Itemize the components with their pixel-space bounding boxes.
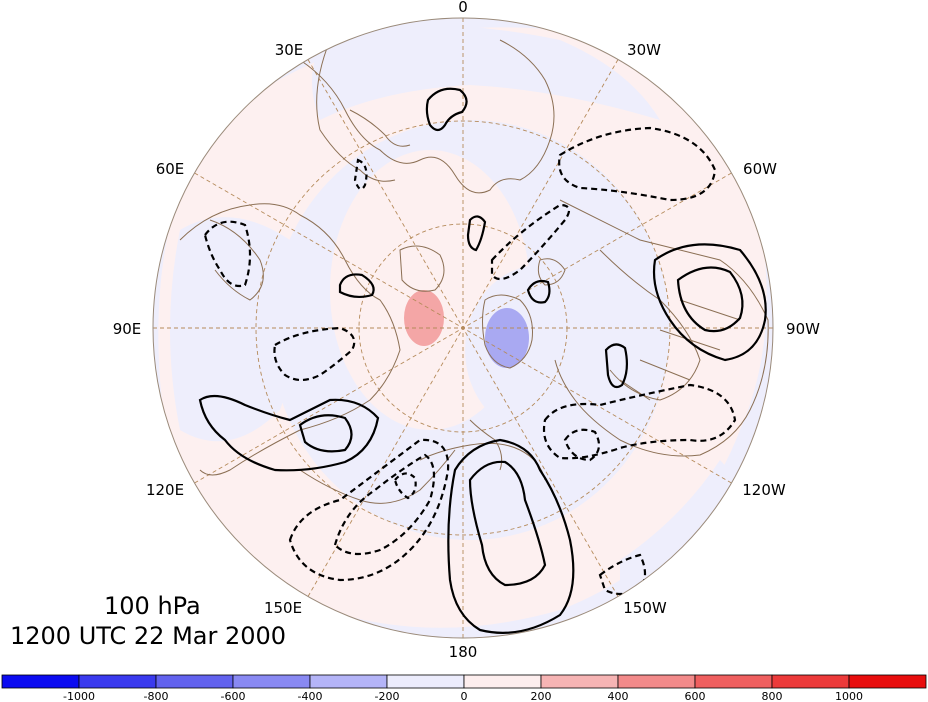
longitude-labels: 0 30W 60W 90W 120W 150W 180 150E 120E 90… <box>113 0 820 661</box>
contour-positive <box>468 460 547 587</box>
colorbar-tick-label: 1000 <box>835 690 863 702</box>
valid-time-label: 1200 UTC 22 Mar 2000 <box>10 622 287 650</box>
colorbar-swatch <box>309 674 388 689</box>
contour-negative <box>558 126 717 202</box>
colorbar-swatch <box>1 674 80 689</box>
colorbar-tick-label: -200 <box>375 690 400 702</box>
colorbar-swatch <box>386 674 465 689</box>
contour-positive <box>425 87 468 132</box>
lon-label-180: 180 <box>449 643 478 661</box>
colorbar: -1000 -800 -600 -400 -200 0 200 400 600 800 1000 <box>1 674 927 702</box>
lon-label-30w: 30W <box>627 41 661 59</box>
lon-label-30e: 30E <box>275 41 304 59</box>
colorbar-swatch <box>463 674 542 689</box>
colorbar-tick-label: 0 <box>461 690 468 702</box>
contour-positive <box>198 394 380 472</box>
map-boundary <box>152 17 774 639</box>
contour-negative <box>288 438 450 582</box>
contour-positive <box>604 343 629 389</box>
contour-positive <box>338 273 375 299</box>
graticule <box>153 18 773 638</box>
lon-label-0: 0 <box>458 0 468 16</box>
contour-negative <box>273 326 356 382</box>
contour-negative <box>353 158 368 191</box>
contour-negative <box>542 383 737 460</box>
contour-negative <box>333 453 436 556</box>
colorbar-tick-label: -1000 <box>63 690 95 702</box>
lon-label-150e: 150E <box>264 599 302 617</box>
lon-label-90w: 90W <box>786 320 820 338</box>
colorbar-swatch <box>617 674 696 689</box>
contour-positive <box>466 215 487 252</box>
lon-label-90e: 90E <box>113 320 142 338</box>
coastlines <box>179 39 769 504</box>
colorbar-tick-label: 600 <box>685 690 706 702</box>
contour-positive <box>447 438 575 634</box>
colorbar-tick-label: 800 <box>762 690 783 702</box>
colorbar-tick-label: 400 <box>608 690 629 702</box>
lon-label-120e: 120E <box>146 481 184 499</box>
contour-positive <box>298 414 353 453</box>
contour-negative <box>490 203 571 281</box>
colorbar-swatch <box>694 674 773 689</box>
lon-label-60e: 60E <box>156 160 185 178</box>
pressure-level-label: 100 hPa <box>104 592 201 620</box>
contours <box>198 87 767 634</box>
contour-positive <box>676 266 744 333</box>
lon-label-150w: 150W <box>623 599 667 617</box>
colorbar-swatch <box>78 674 157 689</box>
lon-label-120w: 120W <box>742 481 786 499</box>
contour-negative <box>598 553 647 596</box>
colorbar-tick-label: -800 <box>144 690 169 702</box>
colorbar-swatch <box>771 674 850 689</box>
colorbar-swatch <box>848 674 927 689</box>
colorbar-tick-label: -400 <box>298 690 323 702</box>
contour-negative <box>563 428 601 462</box>
colorbar-tick-label: -600 <box>221 690 246 702</box>
colorbar-swatch <box>155 674 234 689</box>
contour-positive <box>526 279 551 304</box>
colorbar-swatch <box>540 674 619 689</box>
colorbar-tick-label: 200 <box>531 690 552 702</box>
contour-negative <box>393 472 417 500</box>
lon-label-60w: 60W <box>743 160 777 178</box>
colorbar-swatch <box>232 674 311 689</box>
contour-negative <box>203 220 252 288</box>
contour-positive <box>652 243 767 362</box>
